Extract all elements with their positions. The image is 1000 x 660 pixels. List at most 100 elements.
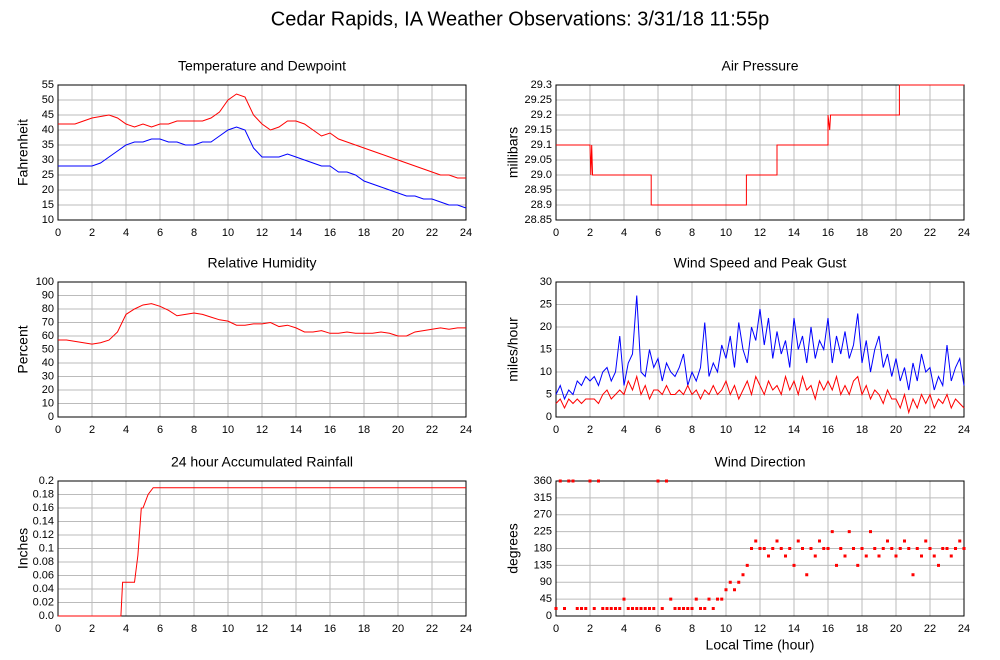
data-point bbox=[762, 547, 766, 550]
data-point bbox=[928, 547, 932, 550]
data-point bbox=[643, 607, 647, 610]
x-tick-label: 10 bbox=[720, 424, 732, 436]
y-tick-label: 29.1 bbox=[531, 139, 552, 151]
data-point bbox=[958, 539, 962, 543]
x-tick-label: 2 bbox=[587, 424, 593, 436]
data-point bbox=[784, 554, 787, 558]
y-tick-label: 50 bbox=[42, 343, 54, 355]
chart-title: Temperature and Dewpoint bbox=[178, 58, 346, 74]
data-point bbox=[830, 530, 834, 534]
x-tick-label: 22 bbox=[426, 623, 438, 635]
data-point bbox=[592, 607, 596, 610]
data-point bbox=[699, 607, 702, 610]
data-point bbox=[962, 547, 966, 550]
x-tick-label: 2 bbox=[89, 623, 95, 635]
y-tick-label: 29.25 bbox=[524, 94, 552, 106]
data-point bbox=[588, 479, 592, 483]
y-tick-label: 30 bbox=[42, 154, 54, 166]
y-tick-label: 0 bbox=[546, 610, 552, 622]
data-point bbox=[813, 554, 817, 558]
data-point bbox=[860, 547, 864, 550]
data-point bbox=[711, 607, 715, 610]
data-point bbox=[609, 607, 613, 610]
y-tick-label: 0 bbox=[546, 411, 552, 423]
data-point bbox=[690, 607, 694, 610]
chart-title: Air Pressure bbox=[721, 58, 798, 74]
data-point bbox=[605, 607, 609, 610]
x-tick-label: 10 bbox=[222, 424, 234, 436]
data-point bbox=[580, 607, 583, 610]
data-point bbox=[639, 607, 643, 610]
y-tick-label: 29.2 bbox=[531, 109, 552, 121]
y-tick-label: 60 bbox=[42, 330, 54, 342]
data-point bbox=[877, 554, 881, 558]
data-point bbox=[656, 479, 660, 483]
data-point bbox=[703, 607, 707, 610]
y-axis-label: degrees bbox=[505, 523, 521, 574]
data-point bbox=[563, 607, 566, 610]
x-tick-label: 0 bbox=[553, 623, 559, 635]
x-tick-label: 12 bbox=[754, 227, 766, 239]
data-point bbox=[801, 547, 804, 550]
data-point bbox=[924, 539, 928, 543]
x-tick-label: 2 bbox=[587, 227, 593, 239]
x-tick-label: 0 bbox=[55, 623, 61, 635]
data-point bbox=[635, 607, 639, 610]
x-tick-label: 10 bbox=[720, 623, 732, 635]
data-point bbox=[881, 547, 885, 550]
data-point bbox=[716, 597, 719, 601]
data-point bbox=[949, 554, 953, 558]
data-point bbox=[652, 607, 656, 610]
y-tick-label: 40 bbox=[42, 357, 54, 369]
data-point bbox=[915, 547, 919, 550]
y-tick-label: 28.95 bbox=[524, 184, 552, 196]
y-tick-label: 29.3 bbox=[531, 79, 552, 91]
y-tick-label: 0.08 bbox=[33, 556, 54, 568]
data-point bbox=[584, 607, 588, 610]
y-tick-label: 29.05 bbox=[524, 154, 552, 166]
data-point bbox=[839, 547, 843, 550]
y-tick-label: 30 bbox=[540, 276, 552, 288]
x-tick-label: 22 bbox=[924, 623, 936, 635]
y-tick-label: 10 bbox=[540, 366, 552, 378]
data-point bbox=[890, 547, 894, 550]
y-tick-label: 10 bbox=[42, 397, 54, 409]
y-tick-label: 0.12 bbox=[33, 529, 54, 541]
data-point bbox=[601, 607, 605, 610]
data-point bbox=[788, 547, 792, 550]
x-tick-label: 2 bbox=[89, 227, 95, 239]
x-tick-label: 24 bbox=[958, 227, 970, 239]
data-point bbox=[665, 479, 668, 483]
data-point bbox=[745, 563, 749, 567]
data-point bbox=[707, 597, 711, 601]
chart-title: Wind Speed and Peak Gust bbox=[674, 255, 847, 271]
figure-title: Cedar Rapids, IA Weather Observations: 3… bbox=[271, 8, 769, 30]
y-tick-label: 25 bbox=[42, 169, 54, 181]
data-point bbox=[622, 597, 626, 601]
y-tick-label: 10 bbox=[42, 214, 54, 226]
x-tick-label: 22 bbox=[924, 227, 936, 239]
y-tick-label: 45 bbox=[540, 593, 552, 605]
data-point bbox=[677, 607, 681, 610]
x-tick-label: 24 bbox=[460, 424, 472, 436]
x-tick-label: 10 bbox=[222, 623, 234, 635]
y-tick-label: 0.04 bbox=[33, 583, 54, 595]
data-point bbox=[809, 547, 813, 550]
y-tick-label: 0.2 bbox=[39, 475, 54, 487]
plot-frame bbox=[57, 281, 467, 418]
data-point bbox=[805, 573, 809, 577]
data-line bbox=[58, 487, 466, 617]
y-tick-label: 30 bbox=[42, 370, 54, 382]
x-tick-label: 0 bbox=[55, 424, 61, 436]
x-tick-label: 20 bbox=[392, 227, 404, 239]
x-tick-label: 0 bbox=[553, 227, 559, 239]
data-point bbox=[822, 547, 826, 550]
data-point bbox=[864, 554, 868, 558]
y-tick-label: 15 bbox=[540, 343, 552, 355]
x-tick-label: 12 bbox=[256, 227, 268, 239]
x-tick-label: 4 bbox=[621, 424, 627, 436]
data-point bbox=[954, 547, 957, 550]
